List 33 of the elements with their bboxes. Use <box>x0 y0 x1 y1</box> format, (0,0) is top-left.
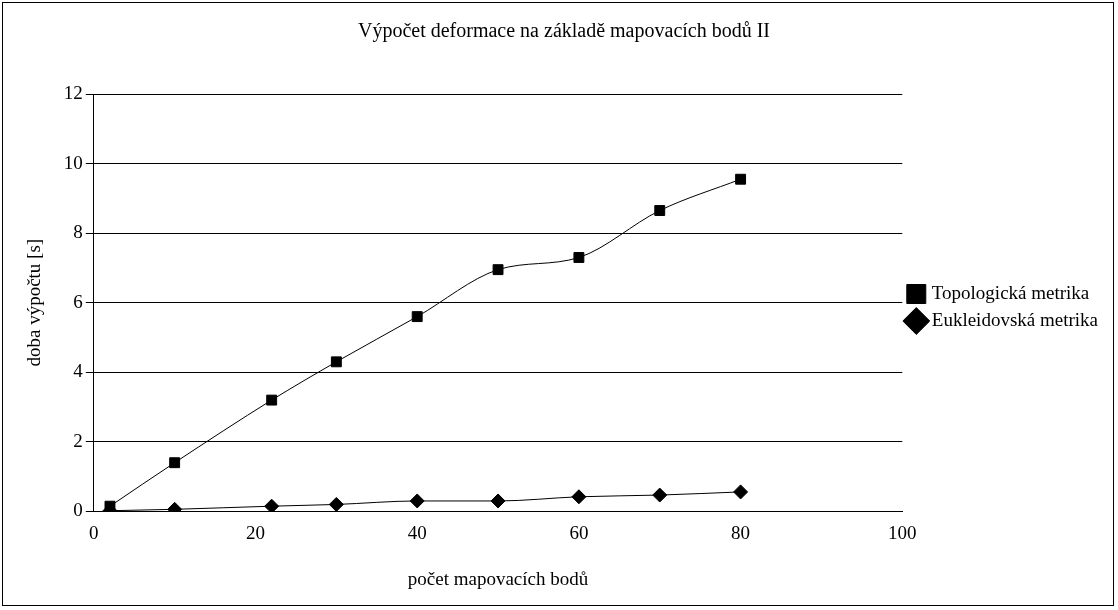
y-tick-label: 2 <box>73 429 83 451</box>
point <box>571 489 587 505</box>
y-axis-title: doba výpočtu [s] <box>23 238 45 367</box>
x-tick-label: 80 <box>731 521 751 543</box>
y-tick-label: 10 <box>63 151 83 173</box>
point <box>409 493 425 509</box>
x-axis-title: počet mapovacích bodů <box>407 567 589 589</box>
point <box>490 493 506 509</box>
x-tick-label: 60 <box>569 521 589 543</box>
y-tick-label: 12 <box>63 81 83 103</box>
y-tick-label: 0 <box>73 499 83 521</box>
point <box>654 205 666 216</box>
point <box>733 484 749 500</box>
point <box>264 498 280 512</box>
y-tick-label: 4 <box>73 360 84 382</box>
point <box>735 173 747 185</box>
point <box>169 457 181 469</box>
x-tick-label: 20 <box>246 521 265 543</box>
point <box>330 356 342 368</box>
point <box>573 252 585 263</box>
legend-label: Eukleidovská metrika <box>931 308 1099 330</box>
x-tick-label: 100 <box>888 521 917 543</box>
x-tick-label: 0 <box>89 521 99 543</box>
point <box>328 496 344 512</box>
point <box>652 487 668 503</box>
y-tick-label: 6 <box>73 290 83 312</box>
chart-title: Výpočet deformace na základě mapovacích bodů II <box>357 19 771 43</box>
point <box>411 311 423 323</box>
y-tick-label: 8 <box>73 221 83 243</box>
x-tick-label: 40 <box>407 521 427 543</box>
legend-label: Topologická metrika <box>931 281 1090 303</box>
point <box>266 394 278 406</box>
point <box>492 264 504 276</box>
